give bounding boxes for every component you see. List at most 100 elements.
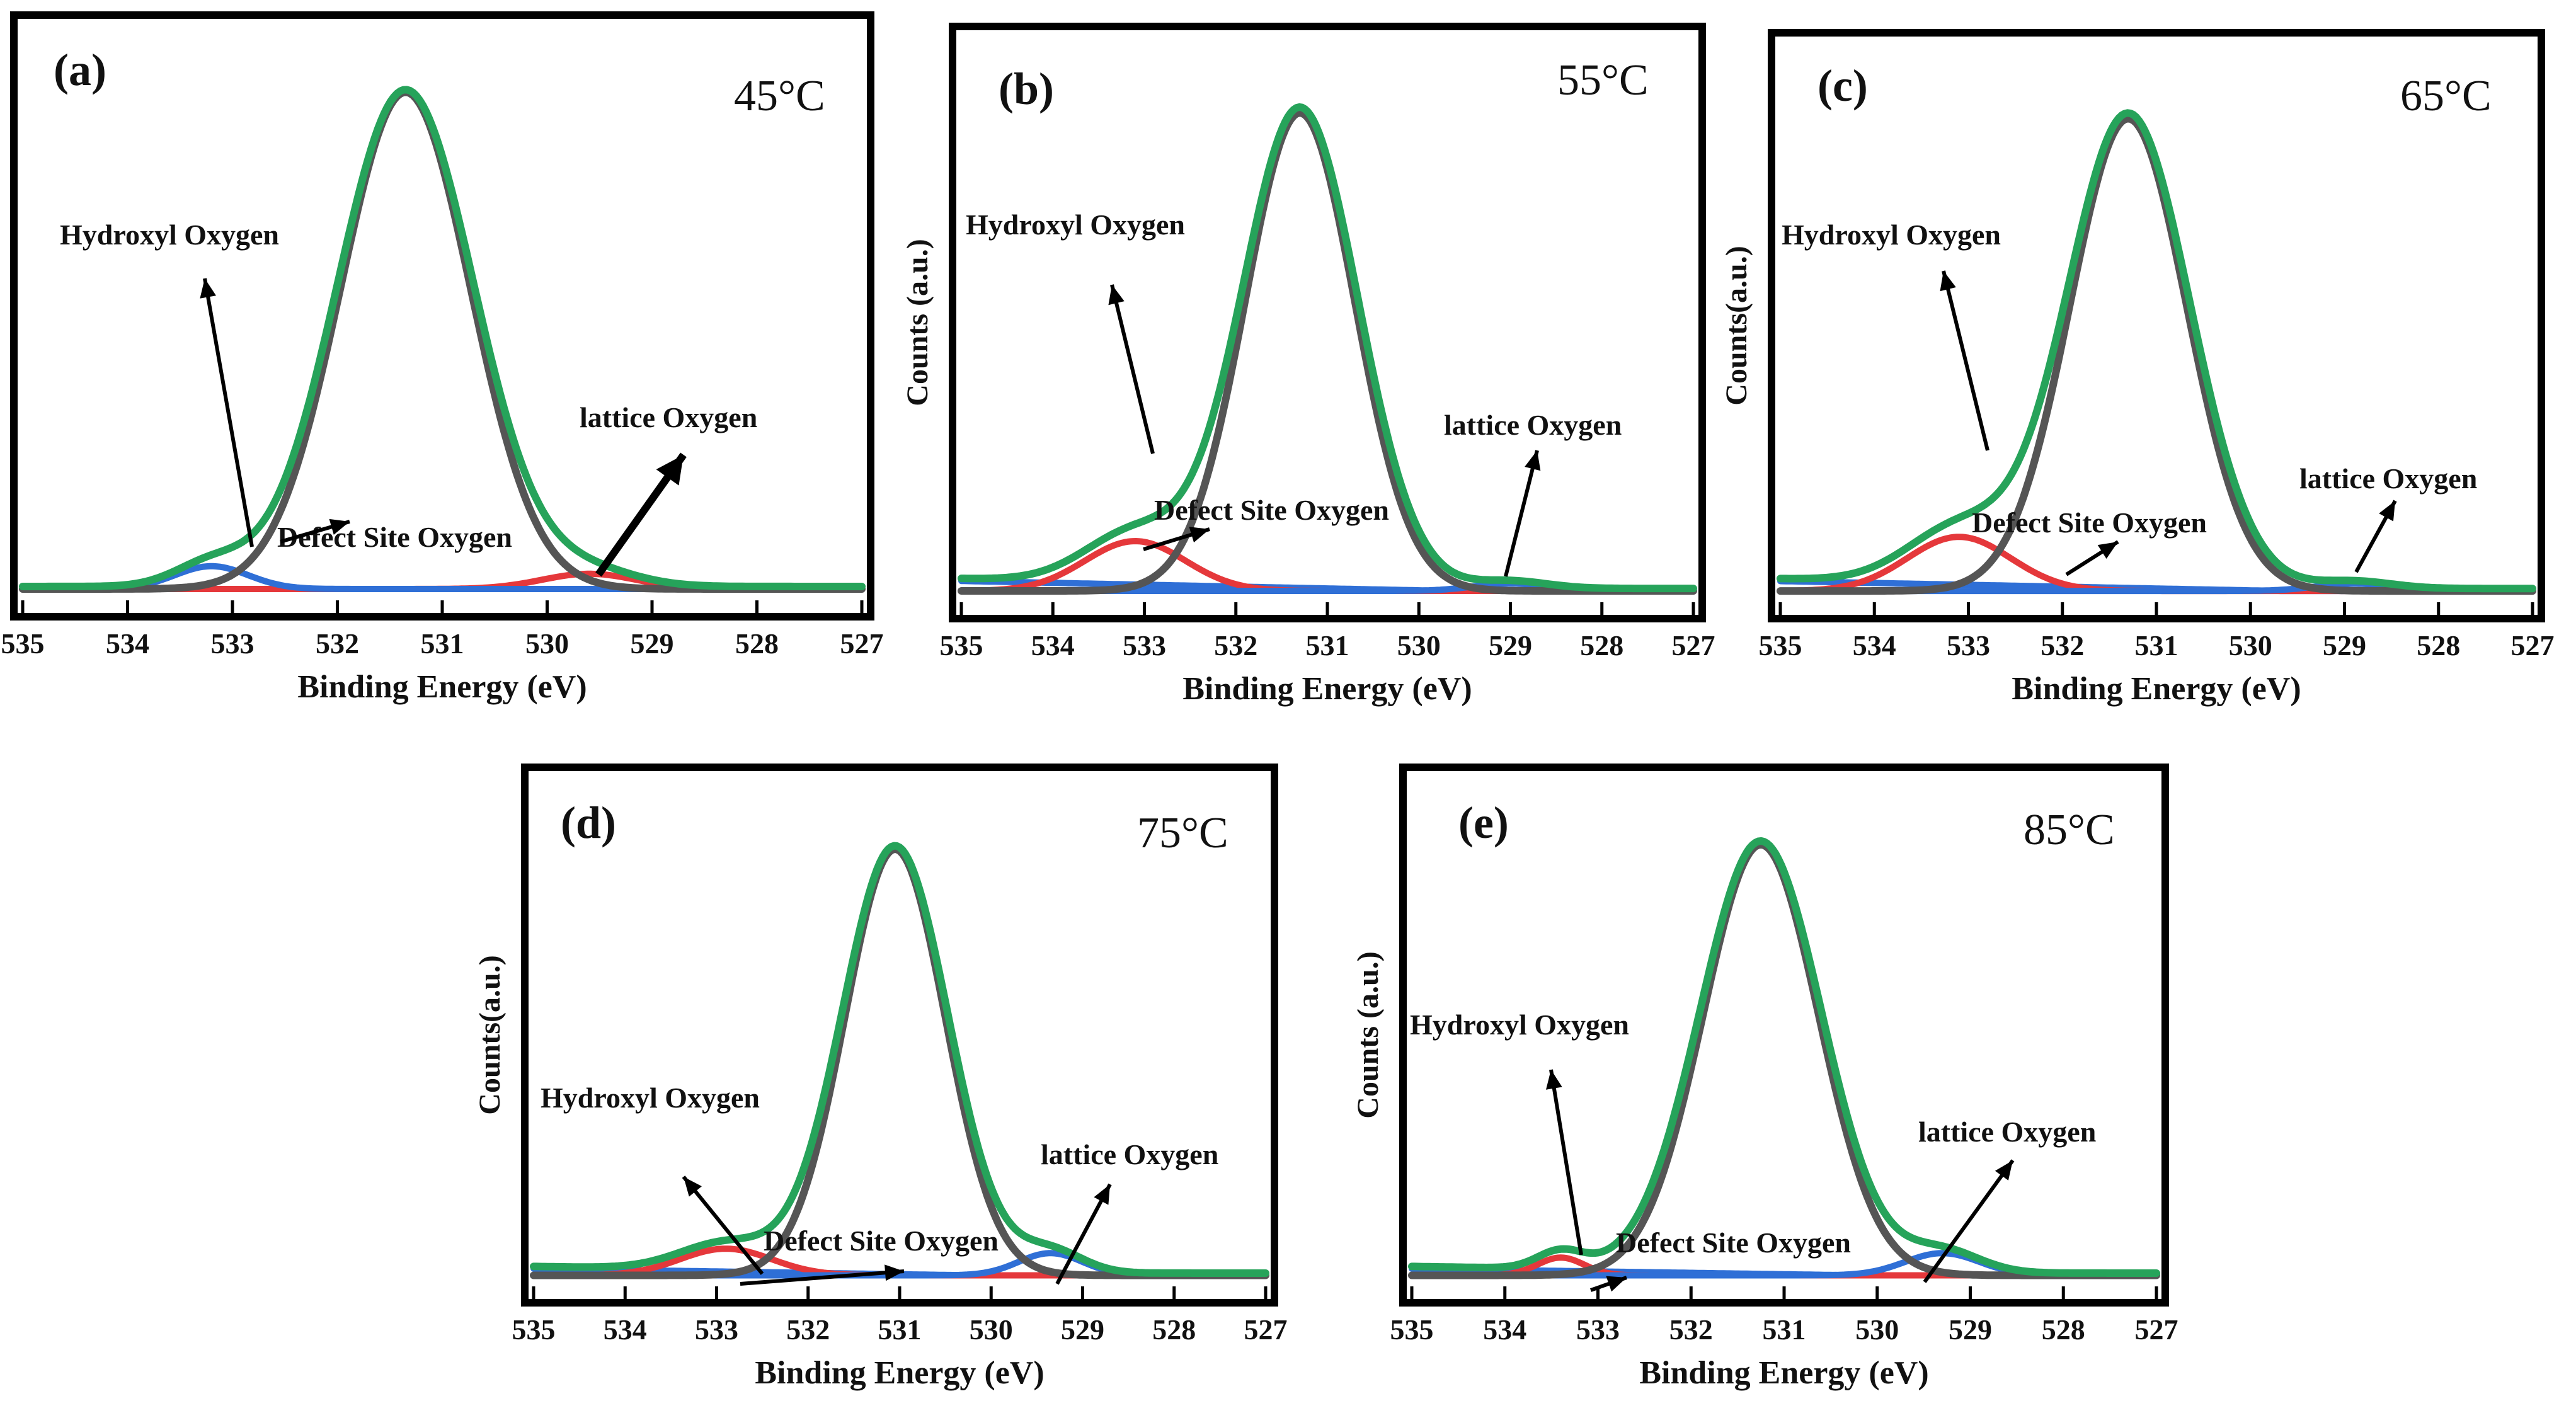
x-tick-label: 529 <box>1489 629 1532 661</box>
envelope-series-line <box>19 86 866 590</box>
plot-frame <box>10 11 874 621</box>
panel-b: 535 534 533 532 531 530 529 528 527 Binding Energ… <box>901 23 1715 707</box>
x-tick-label: 528 <box>2417 629 2460 661</box>
annotation-arrow <box>740 1269 905 1286</box>
envelope-series-line <box>1408 837 2160 1277</box>
defect-site-oxygen-label: Defect Site Oxygen <box>1972 506 2207 539</box>
panel-label: (a) <box>54 45 106 95</box>
x-tick-label: 529 <box>631 627 674 660</box>
panel-label: (d) <box>561 798 616 848</box>
x-tick-label: 527 <box>1672 629 1715 661</box>
x-tick-label: 534 <box>1853 629 1896 661</box>
x-tick-label: 527 <box>840 627 884 660</box>
x-tick-label: 535 <box>1390 1313 1434 1346</box>
plot-frame <box>949 23 1706 622</box>
envelope-series-line <box>1777 109 2536 593</box>
panel-label: (e) <box>1458 798 1509 848</box>
arrow-head <box>656 455 684 486</box>
x-axis-label: Binding Energy (eV) <box>1639 1355 1928 1391</box>
lattice-oxygen-label: lattice Oxygen <box>1444 409 1622 441</box>
x-axis-label: Binding Energy (eV) <box>297 669 587 705</box>
x-tick-label: 530 <box>970 1313 1013 1346</box>
x-tick-label: 534 <box>604 1313 647 1346</box>
x-axis-label: Binding Energy (eV) <box>755 1355 1044 1391</box>
lattice-oxygen-label: lattice Oxygen <box>1041 1138 1218 1170</box>
panel-label: (c) <box>1818 60 1868 111</box>
plot-frame <box>1399 764 2169 1307</box>
lattice-oxygen-label: lattice Oxygen <box>580 401 757 433</box>
x-tick-label: 532 <box>2041 629 2084 661</box>
x-tick-label: 530 <box>2229 629 2272 661</box>
x-tick-label: 527 <box>2511 629 2555 661</box>
x-tick-label: 531 <box>878 1313 922 1346</box>
temperature-label: 45°C <box>734 72 825 120</box>
annotation-arrow <box>1942 270 1989 451</box>
x-tick-label: 528 <box>1152 1313 1196 1346</box>
x-tick-label: 528 <box>2042 1313 2085 1346</box>
annotation-arrow <box>1923 1159 2015 1283</box>
arrow-head <box>200 278 217 299</box>
panel-c: 535 534 533 532 531 530 529 528 527 Binding Energ… <box>1720 29 2555 707</box>
y-axis-label: Counts (a.u.) <box>1351 951 1385 1118</box>
x-tick-label: 532 <box>1214 629 1257 661</box>
x-tick-label: 527 <box>1244 1313 1288 1346</box>
temperature-label: 55°C <box>1557 56 1649 105</box>
x-tick-label: 529 <box>1061 1313 1104 1346</box>
x-tick-label: 535 <box>512 1313 556 1346</box>
x-tick-label: 529 <box>2323 629 2366 661</box>
x-tick-label: 535 <box>1759 629 1802 661</box>
x-tick-label: 533 <box>211 627 255 660</box>
x-tick-label: 530 <box>1855 1313 1899 1346</box>
arrow-head <box>1940 271 1956 292</box>
lattice-oxygen-label: lattice Oxygen <box>2299 462 2477 495</box>
plot-frame <box>1768 29 2545 622</box>
x-tick-label: 531 <box>1763 1313 1806 1346</box>
x-tick-label: 532 <box>316 627 359 660</box>
x-tick-label: 533 <box>695 1313 738 1346</box>
arrow-head <box>2379 501 2395 522</box>
x-tick-label: 528 <box>735 627 779 660</box>
hydroxyl-oxygen-label: Hydroxyl Oxygen <box>1782 219 2001 251</box>
y-axis-label: Counts (a.u.) <box>901 239 934 406</box>
x-axis-label: Binding Energy (eV) <box>2012 671 2301 707</box>
arrow-head <box>1995 1160 2013 1181</box>
defect-site-oxygen-label: Defect Site Oxygen <box>1154 494 1389 526</box>
arrow-head <box>329 518 350 535</box>
defect-site-oxygen-label: Defect Site Oxygen <box>1616 1227 1851 1259</box>
x-tick-label: 531 <box>2135 629 2178 661</box>
envelope-series-line <box>530 842 1269 1277</box>
x-tick-label: 535 <box>1 627 45 660</box>
annotation-arrow <box>1504 450 1539 577</box>
x-tick-label: 532 <box>1669 1313 1713 1346</box>
panel-label: (b) <box>999 64 1054 114</box>
hydroxyl-oxygen-label: Hydroxyl Oxygen <box>541 1082 760 1114</box>
x-tick-label: 527 <box>2135 1313 2178 1346</box>
x-tick-label: 531 <box>421 627 464 660</box>
arrow-head <box>2097 542 2118 559</box>
lattice-oxygen-label: lattice Oxygen <box>1918 1116 2096 1148</box>
annotation-arrow <box>1110 284 1155 454</box>
panel-d: 535 534 533 532 531 530 529 528 527 Binding Energ… <box>473 764 1288 1391</box>
hydroxyl-oxygen-label: Hydroxyl Oxygen <box>60 219 279 251</box>
x-tick-label: 533 <box>1123 629 1166 661</box>
temperature-label: 75°C <box>1137 809 1228 857</box>
x-tick-label: 534 <box>1031 629 1075 661</box>
x-tick-label: 535 <box>940 629 983 661</box>
annotation-arrow <box>1549 1069 1583 1256</box>
x-tick-label: 528 <box>1580 629 1623 661</box>
panel-e: 535 534 533 532 531 530 529 528 527 Binding Energ… <box>1351 764 2178 1391</box>
x-tick-label: 534 <box>106 627 149 660</box>
arrow-head <box>1189 527 1210 543</box>
main-peak-series-line <box>530 845 1269 1279</box>
arrow-head <box>1094 1184 1110 1205</box>
hydroxyl-oxygen-label: Hydroxyl Oxygen <box>1410 1009 1629 1041</box>
x-tick-label: 533 <box>1576 1313 1620 1346</box>
x-tick-label: 532 <box>786 1313 830 1346</box>
y-axis-label: Counts(a.u.) <box>1720 246 1753 405</box>
x-tick-label: 530 <box>525 627 569 660</box>
arrow-head <box>884 1264 904 1281</box>
y-axis-label: Counts(a.u.) <box>473 955 507 1114</box>
x-tick-label: 530 <box>1397 629 1441 661</box>
defect-site-oxygen-label: Defect Site Oxygen <box>764 1225 999 1257</box>
